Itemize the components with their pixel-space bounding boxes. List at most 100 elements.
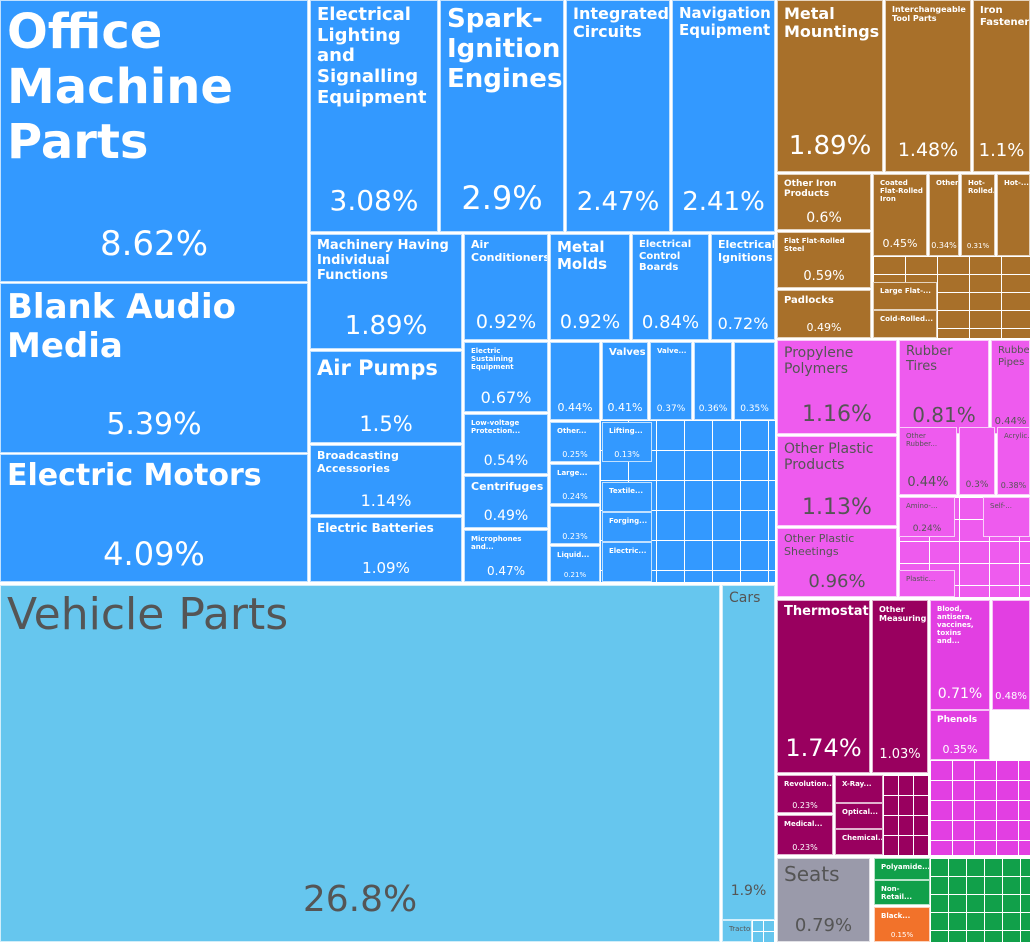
tile-label: Interchangeable Tool Parts — [892, 5, 966, 24]
tile-label: Electric... — [609, 547, 647, 555]
tile: Other... 0.25% — [550, 422, 600, 462]
tile-value: 0.67% — [480, 387, 532, 407]
filler — [883, 775, 928, 855]
tile: Plastic... — [899, 570, 955, 597]
tile-label: Medical... — [784, 820, 823, 828]
tile: Other Plastic Sheetings 0.96% — [777, 528, 897, 597]
tile-value: 0.3% — [965, 479, 989, 490]
tile-value: 0.79% — [794, 914, 853, 936]
tile-value: 0.38% — [1000, 480, 1027, 490]
tile-value: 0.35% — [942, 743, 978, 756]
tile-label: Metal Molds — [557, 238, 608, 274]
tile-value: 0.6% — [806, 209, 842, 226]
tile-value: 26.8% — [302, 878, 418, 920]
tile-label: Electrical Lighting and Signalling Equip… — [317, 4, 427, 108]
tile-value: 0.81% — [912, 403, 976, 428]
tile: Other Rubber... 0.44% — [899, 427, 957, 495]
tile-label: Amino-... — [906, 502, 938, 510]
tile-label: Coated Flat-Rolled Iron — [880, 179, 923, 204]
tile-label: Valve... — [657, 347, 687, 355]
tile: Other Measuring... 1.03% — [872, 600, 928, 773]
tile-value: 0.45% — [882, 237, 918, 251]
tile-value: 0.23% — [562, 531, 588, 541]
tile: Machinery Having Individual Functions 1.8… — [310, 234, 462, 349]
tile-label: Machinery Having Individual Functions — [317, 238, 449, 283]
tile-label: Integrated Circuits — [573, 4, 669, 42]
tile-value: 1.13% — [802, 494, 872, 520]
tile-value: 0.15% — [890, 930, 914, 939]
tile: Spark-Ignition Engines 2.9% — [440, 0, 564, 232]
tile-label: Revolution... — [784, 780, 833, 788]
tile: Polyamide... — [874, 858, 930, 880]
tile-value: 0.49% — [483, 507, 529, 524]
tile-label: Centrifuges — [471, 480, 544, 493]
tile-value: 0.48% — [995, 691, 1027, 703]
tile: Lifting... 0.13% — [602, 422, 652, 462]
tile-label: Office Machine Parts — [7, 4, 233, 171]
tile-label: Spark-Ignition Engines — [447, 4, 563, 94]
tile: Chemical... — [835, 829, 883, 855]
tile-value: 0.44% — [907, 474, 949, 490]
tile-value: 0.84% — [641, 311, 700, 333]
tile: Integrated Circuits 2.47% — [566, 0, 670, 232]
tile-label: Chemical... — [842, 834, 883, 842]
tile: Cars 1.9% — [722, 585, 775, 920]
tile-value: 1.14% — [360, 490, 412, 510]
tile: Air Conditioners 0.92% — [464, 234, 548, 340]
filler — [752, 920, 775, 942]
tile: Electric Batteries 1.09% — [310, 517, 462, 582]
tile: Amino-... 0.24% — [899, 497, 955, 537]
tile-label: Rubber Pipes — [998, 345, 1030, 368]
tile-value: 0.92% — [559, 310, 621, 333]
tile: Electric Motors 4.09% — [0, 454, 308, 582]
tile-value: 0.49% — [806, 321, 842, 335]
tile-label: Forging... — [609, 517, 648, 525]
tile: Interchangeable Tool Parts 1.48% — [885, 0, 971, 172]
tile: Navigation Equipment 2.41% — [672, 0, 775, 232]
tile-label: Other... — [557, 427, 587, 435]
tile-label: Hot-Rolled... — [968, 179, 995, 196]
tile: Metal Molds 0.92% — [550, 234, 630, 340]
tile-value: 3.08% — [329, 184, 419, 218]
tile-label: Electric Motors — [7, 458, 262, 493]
tile-value: 0.54% — [483, 453, 529, 470]
tile-label: Textile... — [609, 487, 643, 495]
tile: Centrifuges 0.49% — [464, 476, 548, 528]
tile: Coated Flat-Rolled Iron 0.45% — [873, 174, 927, 256]
tile-value: 1.16% — [802, 402, 872, 428]
tile-label: Large Flat-... — [880, 287, 931, 295]
tile-label: Padlocks — [784, 295, 834, 306]
tile-label: Valves — [609, 347, 646, 358]
tile: Flat Flat-Rolled Steel 0.59% — [777, 232, 871, 288]
tile-label: Navigation Equipment — [679, 4, 771, 40]
tile: Air Pumps 1.5% — [310, 351, 462, 443]
tile-value: 0.92% — [475, 310, 537, 333]
tile-label: Other Plastic Sheetings — [784, 532, 855, 558]
tile-label: Lifting... — [609, 427, 643, 435]
tile-label: Hot-... — [1004, 179, 1029, 187]
tile-value: 0.59% — [803, 268, 845, 284]
tile-label: Liquid... — [557, 551, 590, 559]
tile-label: Air Pumps — [317, 356, 438, 380]
tile-value: 0.72% — [717, 313, 769, 333]
tile-value: 1.48% — [897, 138, 959, 161]
tile-value: 1.5% — [359, 412, 413, 437]
tile-value: 0.31% — [966, 242, 990, 251]
tile: Textile... — [602, 482, 652, 512]
tile-label: Plastic... — [906, 575, 936, 583]
tile-label: Cars — [729, 590, 761, 606]
tile: 0.36% — [694, 342, 732, 420]
tile-label: Black... — [881, 912, 911, 920]
tile-value: 0.44% — [994, 416, 1027, 428]
tile: Hot-... — [997, 174, 1030, 256]
tile-value: 1.89% — [788, 130, 872, 161]
tile: 0.35% — [734, 342, 775, 420]
tile-value: 8.62% — [99, 224, 208, 265]
tile: Seats 0.79% — [777, 858, 870, 942]
tile-value: 0.35% — [740, 404, 769, 415]
tile-value: 0.71% — [937, 686, 983, 703]
tile-value: 0.37% — [656, 404, 686, 415]
tile: Broadcasting Accessories 1.14% — [310, 445, 462, 515]
tile: Valve... 0.37% — [650, 342, 692, 420]
